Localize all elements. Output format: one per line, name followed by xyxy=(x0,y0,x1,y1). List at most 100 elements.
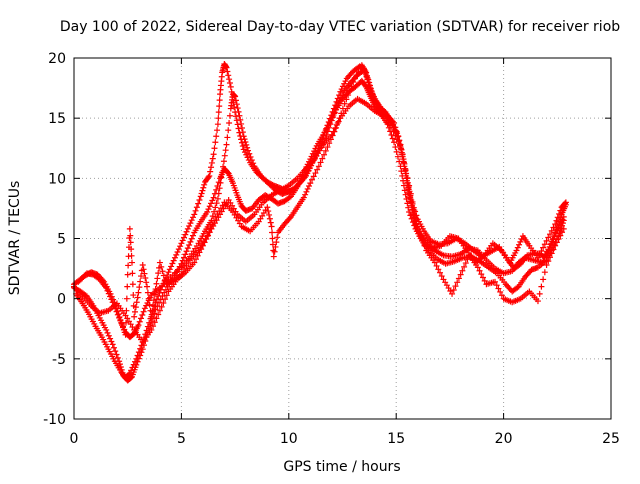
data-point-marker xyxy=(548,227,555,234)
x-tick-label: 25 xyxy=(602,431,620,447)
data-point-marker xyxy=(343,96,350,103)
x-axis-label: GPS time / hours xyxy=(283,459,400,475)
data-point-marker xyxy=(433,262,440,269)
data-point-marker xyxy=(156,289,163,296)
data-point-marker xyxy=(455,275,462,282)
data-point-marker xyxy=(323,125,330,132)
data-point-marker xyxy=(244,154,251,161)
data-point-marker xyxy=(450,287,457,294)
data-point-marker xyxy=(553,217,560,224)
data-point-marker xyxy=(215,115,222,122)
data-point-marker xyxy=(227,83,234,90)
data-point-marker xyxy=(236,129,243,136)
data-point-marker xyxy=(391,119,398,126)
data-point-marker xyxy=(157,286,164,293)
data-point-marker xyxy=(334,95,341,102)
data-point-marker xyxy=(150,297,157,304)
data-point-marker xyxy=(304,185,311,192)
data-point-marker xyxy=(173,251,180,258)
data-point-marker xyxy=(345,92,352,99)
data-point-marker xyxy=(421,242,428,249)
data-point-marker xyxy=(266,211,273,218)
data-point-marker xyxy=(229,93,236,100)
data-point-marker xyxy=(211,145,218,152)
data-point-marker xyxy=(346,87,353,94)
data-point-marker xyxy=(547,241,554,248)
data-point-marker xyxy=(226,80,233,87)
data-point-marker xyxy=(132,308,139,315)
data-point-marker xyxy=(540,276,547,283)
data-point-marker xyxy=(110,344,117,351)
y-tick-label: -5 xyxy=(52,352,66,368)
data-point-marker xyxy=(105,332,112,339)
data-point-marker xyxy=(141,305,148,312)
data-point-marker xyxy=(228,88,235,95)
data-point-marker xyxy=(493,282,500,289)
data-point-marker xyxy=(327,115,334,122)
data-point-marker xyxy=(546,254,553,261)
data-point-marker xyxy=(559,229,566,236)
data-point-marker xyxy=(215,109,222,116)
data-point-marker xyxy=(556,221,563,228)
data-point-marker xyxy=(191,211,198,218)
data-point-marker xyxy=(110,296,117,303)
data-point-marker xyxy=(222,147,229,154)
data-point-marker xyxy=(270,247,277,254)
data-point-marker xyxy=(194,252,201,259)
data-point-marker xyxy=(312,170,319,177)
data-point-marker xyxy=(241,149,248,156)
data-point-marker xyxy=(310,173,317,180)
data-point-marker xyxy=(555,235,562,242)
data-point-marker xyxy=(209,197,216,204)
data-point-marker xyxy=(245,157,252,164)
data-point-marker xyxy=(210,151,217,158)
y-axis-label: SDTVAR / TECUs xyxy=(7,181,23,296)
data-point-marker xyxy=(214,195,221,202)
data-point-marker xyxy=(328,112,335,119)
data-point-marker xyxy=(208,164,215,171)
data-point-marker xyxy=(184,245,191,252)
data-point-marker xyxy=(139,261,146,268)
data-point-marker xyxy=(324,144,331,151)
data-point-marker xyxy=(541,269,548,276)
data-point-marker xyxy=(143,279,150,286)
x-tick-label: 0 xyxy=(70,431,79,447)
data-point-marker xyxy=(123,295,130,302)
data-point-marker xyxy=(134,294,141,301)
data-point-marker xyxy=(244,147,251,154)
data-point-marker xyxy=(138,342,145,349)
data-point-marker xyxy=(136,284,143,291)
data-point-marker xyxy=(396,158,403,165)
data-point-marker xyxy=(409,198,416,205)
data-point-marker xyxy=(342,78,349,85)
y-tick-label: 0 xyxy=(57,292,66,308)
data-point-marker xyxy=(226,112,233,119)
data-point-marker xyxy=(416,228,423,235)
data-point-marker xyxy=(403,196,410,203)
data-point-marker xyxy=(454,279,461,286)
data-point-marker xyxy=(548,250,555,257)
data-point-marker xyxy=(133,355,140,362)
data-point-marker xyxy=(269,229,276,236)
data-point-marker xyxy=(495,285,502,292)
data-point-marker xyxy=(556,210,563,217)
data-point-marker xyxy=(223,64,230,71)
data-point-marker xyxy=(397,144,404,151)
data-point-marker xyxy=(205,174,212,181)
series-track-c xyxy=(73,61,567,382)
data-point-marker xyxy=(268,223,275,230)
data-point-marker xyxy=(398,168,405,175)
data-point-marker xyxy=(188,235,195,242)
data-point-marker xyxy=(146,319,153,326)
data-point-marker xyxy=(232,109,239,116)
data-point-marker xyxy=(139,312,146,319)
data-point-marker xyxy=(183,248,190,255)
data-point-marker xyxy=(474,264,481,271)
data-point-marker xyxy=(138,315,145,322)
data-point-marker xyxy=(206,229,213,236)
data-point-marker xyxy=(536,251,543,258)
data-point-marker xyxy=(552,242,559,249)
x-tick-label: 20 xyxy=(495,431,513,447)
data-point-marker xyxy=(267,219,274,226)
data-point-marker xyxy=(335,118,342,125)
